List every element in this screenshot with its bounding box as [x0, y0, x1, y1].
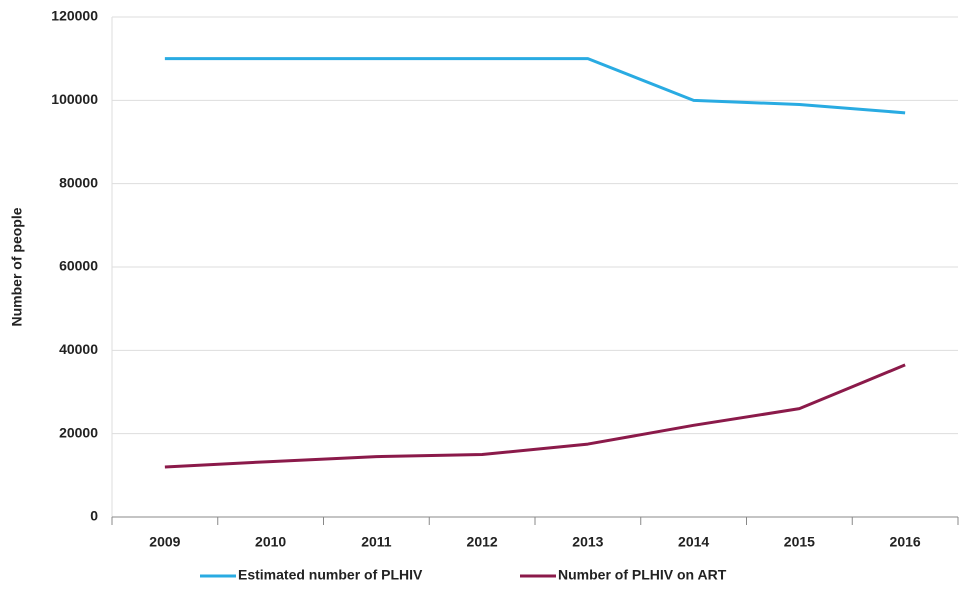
y-tick-label: 100000: [51, 91, 98, 107]
y-tick-label: 80000: [59, 174, 98, 190]
data-line: [164, 57, 906, 115]
x-tick-label: 2015: [784, 534, 815, 550]
data-line: [164, 363, 906, 469]
legend-label: Number of PLHIV on ART: [558, 567, 727, 583]
y-tick-label: 40000: [59, 341, 98, 357]
x-tick-label: 2016: [890, 534, 921, 550]
legend-label: Estimated number of PLHIV: [238, 567, 423, 583]
y-axis-label: Number of people: [9, 207, 25, 326]
x-tick-label: 2010: [255, 534, 286, 550]
y-tick-label: 0: [90, 508, 98, 524]
x-tick-label: 2009: [149, 534, 180, 550]
y-tick-label: 60000: [59, 258, 98, 274]
y-tick-label: 120000: [51, 8, 98, 24]
x-tick-label: 2013: [572, 534, 603, 550]
x-tick-label: 2012: [467, 534, 498, 550]
x-tick-label: 2014: [678, 534, 709, 550]
x-tick-label: 2011: [361, 534, 392, 550]
y-tick-label: 20000: [59, 424, 98, 440]
